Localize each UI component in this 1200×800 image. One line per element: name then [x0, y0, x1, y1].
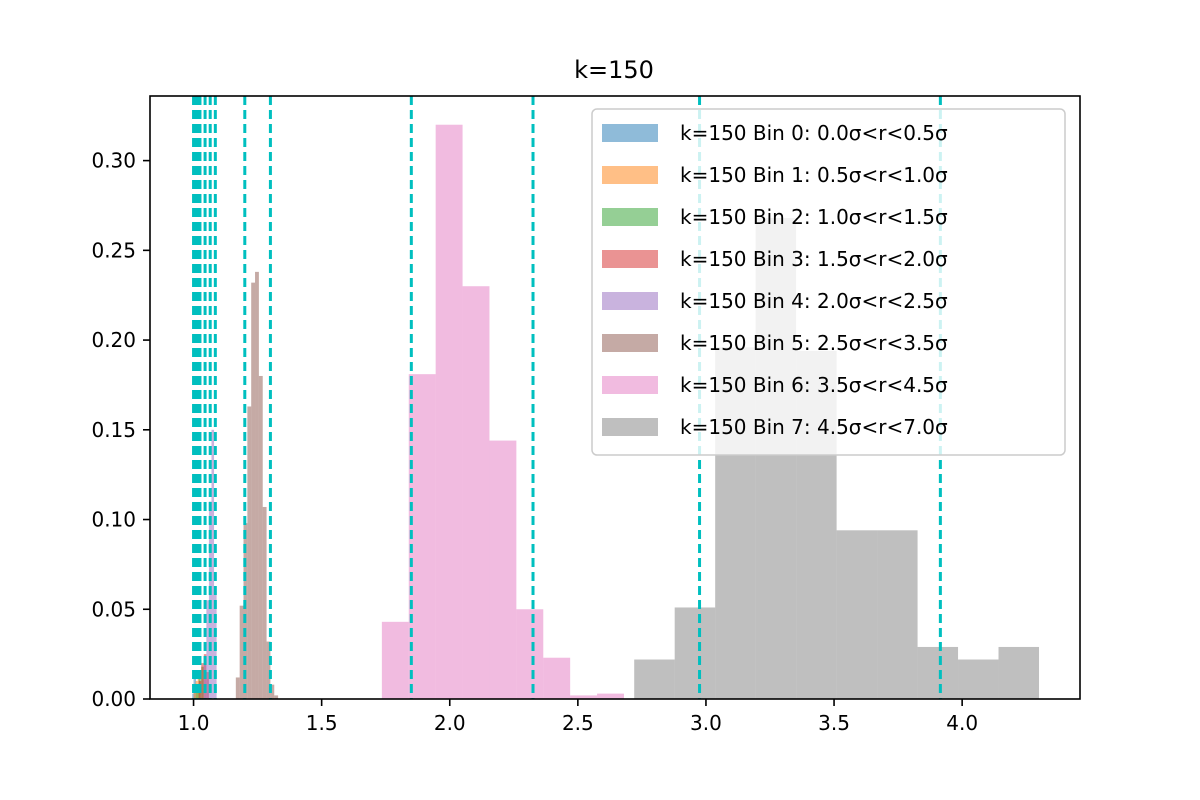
bar-series-3-bin-1: [201, 663, 204, 699]
legend-swatch-6: [602, 376, 658, 394]
y-tick-label-3: 0.15: [91, 418, 136, 442]
bar-series-0-bin-0: [192, 693, 194, 699]
legend-swatch-0: [602, 124, 658, 142]
bar-series-5-bin-0: [235, 677, 240, 699]
legend-swatch-3: [602, 250, 658, 268]
bar-series-7-bin-7: [917, 646, 959, 699]
bar-series-5-bin-3: [247, 406, 252, 699]
bar-series-5-bin-4: [251, 282, 256, 699]
bar-series-7-bin-9: [998, 646, 1040, 699]
legend: k=150 Bin 0: 0.0σ<r<0.5σ k=150 Bin 1: 0.5…: [591, 108, 1066, 456]
x-tick-label-2: 2.0: [434, 711, 466, 735]
bar-series-5-bin-1: [239, 605, 244, 699]
x-tick-label-4: 3.0: [690, 711, 722, 735]
legend-swatch-7: [602, 418, 658, 436]
legend-swatch-4: [602, 292, 658, 310]
y-tick-label-0: 0.00: [91, 687, 136, 711]
bar-series-5-bin-8: [266, 641, 271, 699]
legend-label-3: k=150 Bin 3: 1.5σ<r<2.0σ: [680, 247, 948, 271]
bar-series-1-bin-0: [193, 688, 196, 699]
bar-series-6-bin-6: [543, 657, 571, 699]
chart-title: k=150: [574, 56, 654, 84]
bar-series-6-bin-2: [435, 124, 463, 699]
bar-series-5-bin-5: [255, 271, 259, 699]
bar-series-5-bin-2: [243, 523, 248, 699]
bar-series-5-bin-7: [262, 506, 267, 699]
y-tick-label-6: 0.30: [91, 149, 136, 173]
bar-series-7-bin-6: [877, 530, 918, 699]
x-tick-label-6: 4.0: [946, 711, 978, 735]
legend-label-4: k=150 Bin 4: 2.0σ<r<2.5σ: [680, 289, 948, 313]
y-tick-label-1: 0.05: [91, 597, 136, 621]
bar-series-6-bin-3: [462, 286, 490, 699]
legend-label-7: k=150 Bin 7: 4.5σ<r<7.0σ: [680, 415, 948, 439]
legend-swatch-5: [602, 334, 658, 352]
bar-series-6-bin-5: [516, 609, 544, 699]
x-tick-label-5: 3.5: [818, 711, 850, 735]
legend-swatch-1: [602, 166, 658, 184]
bar-series-4-bin-1: [206, 600, 209, 699]
legend-label-6: k=150 Bin 6: 3.5σ<r<4.5σ: [680, 373, 948, 397]
bar-series-6-bin-1: [408, 374, 436, 699]
plot-frame: [149, 95, 1081, 700]
bar-series-4-bin-0: [203, 663, 207, 699]
x-axis: 1.0 1.5 2.0 2.5 3.0 3.5 4.0: [178, 699, 978, 735]
legend-label-1: k=150 Bin 1: 0.5σ<r<1.0σ: [680, 163, 948, 187]
bar-series-7-bin-0: [634, 659, 675, 699]
legend-label-2: k=150 Bin 2: 1.0σ<r<1.5σ: [680, 205, 948, 229]
bar-series-7-bin-5: [836, 530, 878, 699]
legend-label-0: k=150 Bin 0: 0.0σ<r<0.5σ: [680, 121, 948, 145]
x-tick-label-0: 1.0: [178, 711, 210, 735]
bar-series-7-bin-1: [674, 607, 716, 699]
bar-series-7-bin-8: [958, 659, 999, 699]
legend-label-5: k=150 Bin 5: 2.5σ<r<3.5σ: [680, 331, 948, 355]
bar-series-5-bin-9: [270, 684, 275, 699]
y-tick-label-5: 0.25: [91, 238, 136, 262]
y-tick-label-2: 0.10: [91, 508, 136, 532]
bar-series-5-bin-10: [274, 695, 279, 699]
bar-series-6-bin-4: [489, 440, 517, 699]
y-axis: 0.00 0.05 0.10 0.15 0.20 0.25 0.30: [91, 149, 150, 711]
bar-series-6-bin-0: [381, 621, 409, 699]
legend-swatch-2: [602, 208, 658, 226]
bar-series-6-bin-7: [570, 695, 598, 699]
bar-series-5-bin-6: [258, 375, 263, 699]
bar-series-4-bin-3: [211, 429, 215, 699]
bar-series-6-bin-8: [597, 693, 624, 699]
legend-box: [591, 108, 1066, 456]
x-tick-label-3: 2.5: [562, 711, 594, 735]
y-tick-label-4: 0.20: [91, 328, 136, 352]
x-tick-label-1: 1.5: [306, 711, 338, 735]
